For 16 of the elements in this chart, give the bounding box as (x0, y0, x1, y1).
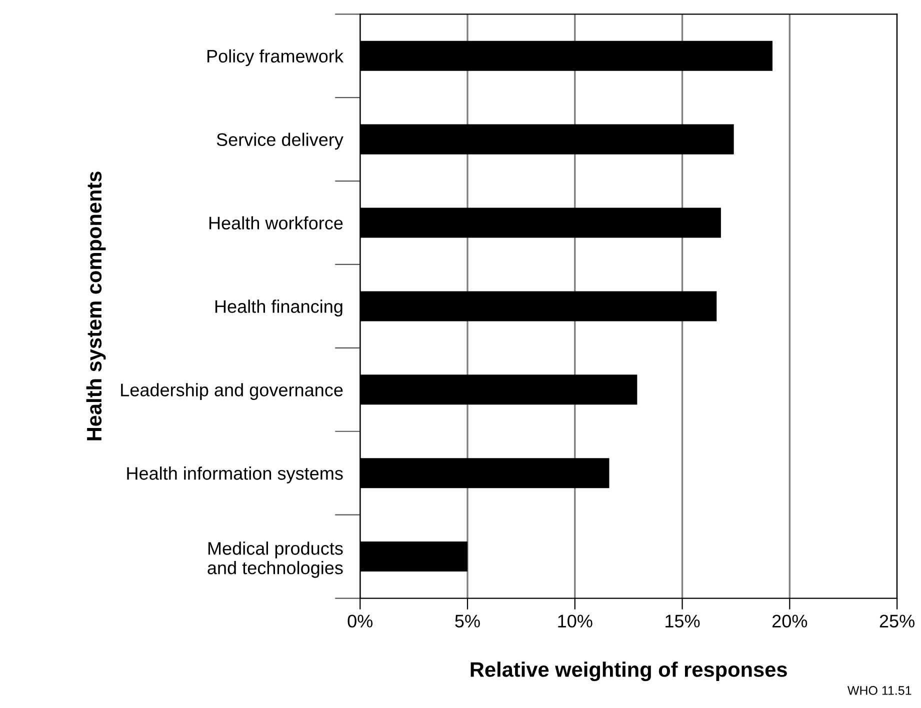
x-tick-label: 15% (666, 614, 700, 628)
x-axis-title: Relative weighting of responses (470, 662, 787, 682)
text: WHO 11.51 (847, 686, 912, 695)
y-axis-title: Health system components (86, 172, 106, 440)
x-tick-label: 10% (558, 614, 592, 628)
x-tick-label: 20% (772, 614, 808, 628)
x-tick-label: 0% (348, 614, 373, 628)
x-tick-label: 25% (880, 614, 914, 628)
y-tick-label: Health information systems (127, 466, 343, 484)
y-tick-label: Health workforce (209, 216, 343, 230)
y-tick-label: Service delivery (216, 132, 344, 150)
y-tick-label: Health financing (215, 300, 342, 316)
y-tick-label: Policy framework (207, 49, 344, 66)
y-tick-label: Leadership and governance (121, 383, 343, 400)
x-tick-label: 5% (455, 614, 480, 628)
y-tick-label: Medical products and technologies (208, 542, 343, 578)
